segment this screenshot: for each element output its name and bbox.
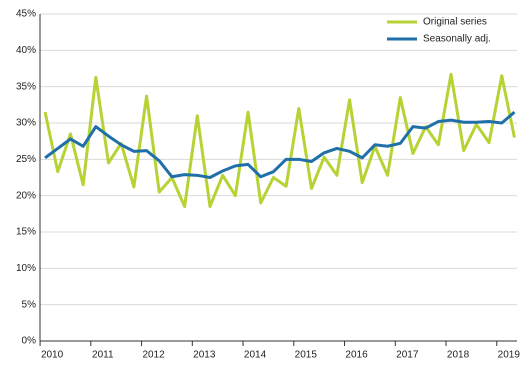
x-tick-label: 2018 — [447, 350, 470, 361]
x-tick-label: 2017 — [396, 350, 419, 361]
y-tick-label: 15% — [16, 227, 36, 238]
y-tick-label: 35% — [16, 81, 36, 92]
y-tick-label: 5% — [22, 299, 37, 310]
y-tick-label: 25% — [16, 154, 36, 165]
x-tick-label: 2014 — [244, 350, 267, 361]
x-tick-label: 2010 — [41, 350, 64, 361]
y-tick-label: 20% — [16, 190, 36, 201]
series-line — [44, 110, 516, 179]
y-tick-label: 30% — [16, 118, 36, 129]
x-tick-label: 2016 — [345, 350, 368, 361]
legend-label: Seasonally adj. — [423, 34, 491, 45]
series-line — [43, 72, 516, 209]
x-tick-label: 2019 — [498, 350, 521, 361]
legend-label: Original series — [423, 17, 487, 28]
x-tick-label: 2015 — [295, 350, 318, 361]
x-tick-label: 2011 — [92, 350, 114, 361]
y-tick-label: 40% — [16, 45, 36, 56]
x-tick-label: 2013 — [193, 350, 216, 361]
y-tick-label: 0% — [22, 336, 37, 347]
x-tick-label: 2012 — [142, 350, 165, 361]
y-tick-label: 45% — [16, 9, 36, 20]
y-tick-label: 10% — [16, 263, 36, 274]
